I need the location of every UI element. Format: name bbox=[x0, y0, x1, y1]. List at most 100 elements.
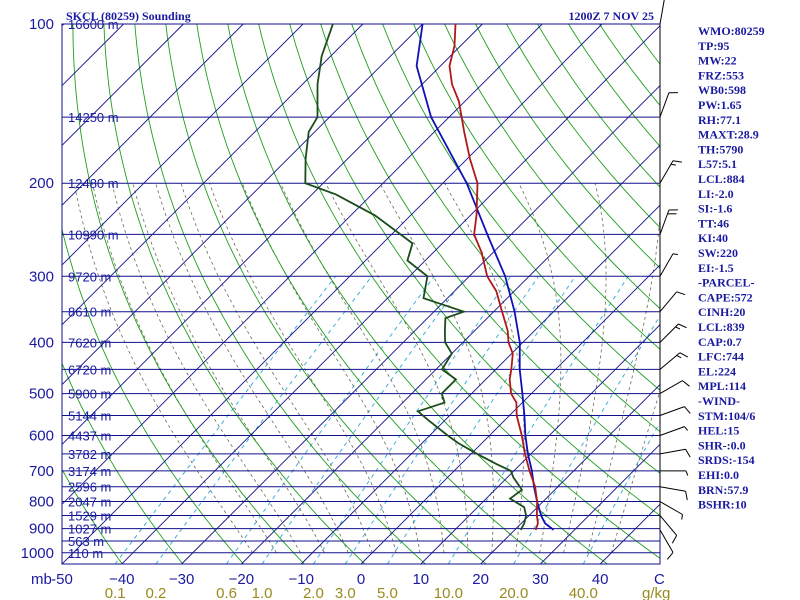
mixing-ratio-label: 2.0 bbox=[303, 585, 324, 600]
sounding-index: EL:224 bbox=[698, 364, 736, 378]
isotherm--80 bbox=[62, 24, 423, 386]
height-label: 563 m bbox=[68, 534, 104, 549]
mixing-ratio-label: 20.0 bbox=[499, 585, 528, 600]
wind-barb-flag bbox=[684, 406, 691, 414]
wind-barb-flag bbox=[671, 535, 678, 544]
pressure-label: 300 bbox=[29, 268, 54, 285]
sounding-index: CAP:0.7 bbox=[698, 335, 742, 349]
pressure-label: 1000 bbox=[21, 545, 54, 562]
wind-barb bbox=[659, 426, 689, 436]
moist-adiabat-28 bbox=[518, 183, 562, 553]
sounding-index: TH:5790 bbox=[698, 142, 743, 156]
dry-adiabat-310 bbox=[227, 24, 608, 564]
sounding-profiles bbox=[304, 24, 555, 531]
wind-barb bbox=[659, 323, 687, 343]
height-label: 5900 m bbox=[68, 387, 111, 402]
dry-adiabat-270 bbox=[103, 24, 366, 564]
sounding-index: MW:22 bbox=[698, 54, 737, 68]
mixing-ratio-line-2 bbox=[226, 276, 435, 564]
wind-barb-staff bbox=[659, 291, 678, 313]
wind-barb-staff bbox=[659, 448, 686, 455]
sounding-index: -PARCEL- bbox=[698, 276, 754, 290]
height-label: 6720 m bbox=[68, 362, 111, 377]
temperature-tick-label: −40 bbox=[109, 571, 134, 588]
sounding-index: TT:46 bbox=[698, 216, 729, 230]
height-label: 12480 m bbox=[68, 176, 119, 191]
temperature-tick-label: 40 bbox=[592, 571, 609, 588]
height-label: 4437 m bbox=[68, 429, 111, 444]
pressure-unit-label: mb bbox=[31, 571, 52, 588]
chart-title: SKCL (80259) Sounding bbox=[66, 9, 191, 23]
height-label: 8610 m bbox=[68, 305, 111, 320]
sounding-index: L57:5.1 bbox=[698, 157, 737, 171]
wind-barb-flag bbox=[685, 491, 688, 501]
wind-barb-flag bbox=[685, 470, 689, 476]
mixing-ratio-line-8 bbox=[513, 314, 660, 564]
isotherm-30 bbox=[540, 443, 660, 564]
isotherm--70 bbox=[62, 24, 483, 446]
isotherm--20 bbox=[241, 144, 660, 564]
wind-barb-flag bbox=[684, 426, 689, 431]
mixing-ratio-label: 10.0 bbox=[434, 585, 463, 600]
dry-adiabat-250 bbox=[62, 227, 244, 564]
sounding-index: WMO:80259 bbox=[698, 24, 765, 38]
wind-barb-staff bbox=[659, 352, 681, 370]
sounding-index: BSHR:10 bbox=[698, 498, 747, 512]
mixing-ratio-line-6 bbox=[386, 276, 576, 564]
wind-barb-flag bbox=[679, 352, 689, 358]
mixing-ratio-label: 0.6 bbox=[216, 585, 237, 600]
sounding-index: SW:220 bbox=[698, 246, 738, 260]
mixing-ratio-lines bbox=[114, 275, 660, 564]
wind-barb bbox=[659, 406, 691, 416]
wind-barb-flag bbox=[676, 354, 682, 359]
wind-barb-flag bbox=[681, 514, 683, 520]
wind-barb-flag bbox=[676, 291, 686, 296]
dry-adiabat-240 bbox=[62, 361, 184, 564]
wind-barb bbox=[659, 209, 678, 235]
wind-barb-staff bbox=[659, 501, 683, 515]
sounding-index: LCL:839 bbox=[698, 320, 745, 334]
isotherm--100 bbox=[62, 24, 304, 266]
isotherm-20 bbox=[480, 383, 660, 564]
mixing-ratio-label: 5.0 bbox=[377, 585, 398, 600]
temperature-tick-label: 10 bbox=[412, 571, 429, 588]
wind-barb-flag bbox=[666, 552, 674, 560]
sounding-index: HEL:15 bbox=[698, 424, 739, 438]
mixing-ratio-line-3 bbox=[261, 276, 467, 564]
wind-barb bbox=[659, 486, 688, 501]
moist-adiabat--4 bbox=[155, 183, 349, 553]
isotherm--120 bbox=[62, 24, 184, 147]
dry-adiabat-260 bbox=[72, 24, 305, 564]
sounding-index: MAXT:28.9 bbox=[698, 128, 759, 142]
wind-barb bbox=[659, 515, 678, 544]
wind-barb-staff bbox=[659, 426, 685, 436]
sounding-index: FRZ:553 bbox=[698, 68, 744, 82]
height-label: 7620 m bbox=[68, 335, 111, 350]
wind-barb-staff bbox=[659, 529, 674, 553]
height-label: 10990 m bbox=[68, 227, 119, 242]
wind-barb-flag bbox=[670, 163, 676, 166]
sounding-index: CINH:20 bbox=[698, 305, 745, 319]
sounding-index: TP:95 bbox=[698, 39, 729, 53]
dewpoint-trace bbox=[304, 24, 528, 531]
sounding-index: -WIND- bbox=[698, 394, 740, 408]
mixing-ratio-line-1 bbox=[155, 275, 373, 564]
wind-barb bbox=[659, 291, 686, 313]
isotherm--30 bbox=[181, 84, 660, 564]
wind-barb-staff bbox=[659, 160, 674, 184]
temperature-trace bbox=[448, 24, 539, 531]
dry-adiabat-290 bbox=[165, 24, 487, 564]
mixing-ratio-label: 1.0 bbox=[252, 585, 273, 600]
height-label: 110 m bbox=[68, 546, 103, 561]
pressure-label: 700 bbox=[29, 463, 54, 480]
dry-adiabat-300 bbox=[196, 24, 547, 564]
pressure-label: 200 bbox=[29, 175, 54, 192]
sounding-index: PW:1.65 bbox=[698, 98, 742, 112]
height-label: 2047 m bbox=[68, 495, 111, 510]
sounding-index: CAPE:572 bbox=[698, 290, 753, 304]
isobars bbox=[61, 23, 661, 565]
sounding-index: BRN:57.9 bbox=[698, 483, 748, 497]
mixing-ratio-line-4 bbox=[312, 276, 512, 564]
wind-barb bbox=[659, 160, 682, 184]
mixing-ratio-label: 0.2 bbox=[145, 585, 166, 600]
